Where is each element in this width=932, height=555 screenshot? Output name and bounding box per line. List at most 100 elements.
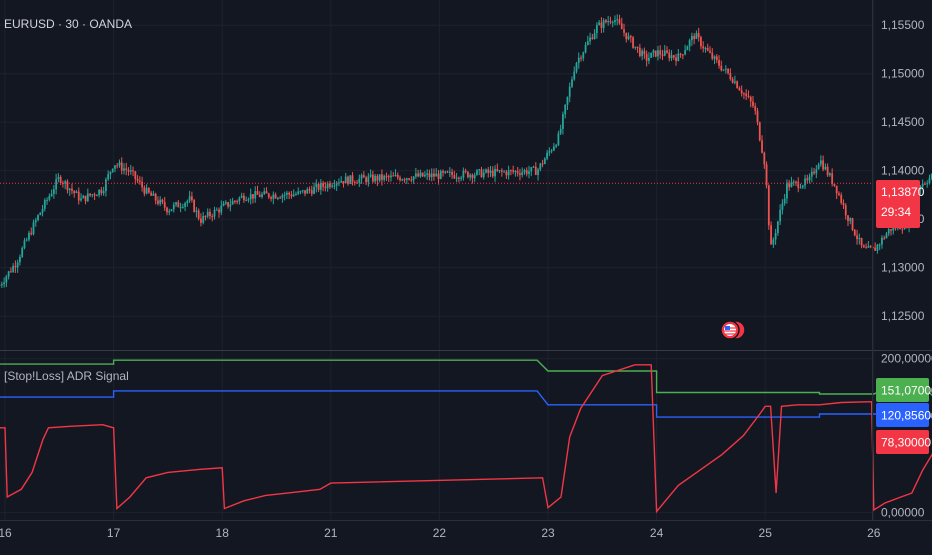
candle-body	[508, 170, 510, 175]
candle-body	[96, 195, 98, 196]
candle-body	[37, 215, 39, 220]
candle-body	[153, 194, 155, 196]
candle-body	[465, 171, 467, 172]
candle-body	[641, 51, 643, 56]
candle-body	[404, 179, 406, 180]
candle-body	[711, 53, 713, 59]
red-series-last-value-label: 78,30000	[876, 430, 931, 454]
candle-body	[281, 195, 283, 198]
candle-body	[340, 181, 342, 182]
candle-body	[843, 203, 845, 205]
candle-body	[727, 69, 729, 73]
candle-body	[496, 169, 498, 171]
candle-body	[845, 205, 847, 215]
candle-body	[191, 196, 193, 200]
candle-body	[619, 19, 621, 23]
candle-body	[542, 163, 544, 164]
candle-body	[200, 219, 202, 223]
candle-body	[53, 189, 55, 193]
candle-body	[763, 153, 765, 165]
candle-body	[501, 170, 503, 171]
candle-body	[757, 111, 759, 123]
candle-body	[114, 165, 116, 168]
candle-body	[585, 45, 587, 52]
candle-body	[28, 233, 30, 240]
candle-body	[673, 55, 675, 57]
candle-body	[625, 33, 627, 39]
candle-body	[589, 38, 591, 42]
candle-body	[709, 51, 711, 53]
time-label: 22	[433, 526, 447, 540]
candle-body	[386, 176, 388, 177]
time-label: 26	[867, 526, 881, 540]
indicator-tick-label: 200,00000	[881, 352, 932, 366]
candle-body	[57, 177, 59, 179]
candle-body	[698, 33, 700, 37]
candle-body	[146, 188, 148, 194]
candle-body	[494, 169, 496, 176]
candle-body	[734, 81, 736, 82]
candle-body	[512, 170, 514, 172]
candle-body	[8, 271, 10, 276]
time-label: 21	[324, 526, 338, 540]
candle-body	[677, 54, 679, 61]
candle-body	[374, 176, 376, 182]
candle-body	[587, 41, 589, 45]
candle-body	[562, 114, 564, 129]
candle-body	[162, 200, 164, 202]
indicator-tick-label: 0,00000	[881, 505, 925, 519]
candle-body	[320, 183, 322, 190]
candle-body	[309, 189, 311, 190]
price-scale[interactable]: 1,125001,130001,135001,140001,145001,150…	[881, 18, 925, 323]
candle-body	[662, 54, 664, 55]
candle-body	[379, 174, 381, 180]
last-price-badge[interactable]: 1,13870 29:34	[876, 180, 925, 228]
candle-body	[766, 164, 768, 185]
candle-body	[250, 194, 252, 199]
candle-body	[125, 168, 127, 170]
candle-body	[739, 88, 741, 90]
candle-body	[198, 211, 200, 219]
candle-body	[544, 159, 546, 164]
candle-body	[510, 170, 512, 171]
candle-body	[901, 229, 903, 230]
candle-body	[725, 69, 727, 70]
candle-body	[76, 192, 78, 193]
candle-body	[852, 218, 854, 230]
candle-body	[33, 222, 35, 234]
candle-body	[30, 233, 32, 234]
symbol-title[interactable]: EURUSD · 30 · OANDA	[4, 17, 132, 31]
us-flag-event-icon[interactable]	[721, 321, 745, 339]
candle-body	[693, 36, 695, 39]
price-tick-label: 1,12500	[881, 309, 925, 323]
candle-body	[863, 245, 865, 247]
candle-body	[263, 191, 265, 194]
candle-body	[675, 57, 677, 61]
candle-body	[815, 169, 817, 173]
candle-body	[329, 183, 331, 186]
candle-body	[383, 176, 385, 180]
grid-lines	[0, 0, 874, 520]
candle-body	[55, 179, 57, 189]
candle-body	[696, 33, 698, 39]
candle-body	[406, 178, 408, 180]
candle-body	[429, 173, 431, 177]
candle-body	[275, 195, 277, 199]
candle-body	[223, 204, 225, 206]
candle-body	[505, 172, 507, 176]
adr-indicator-lines	[0, 360, 932, 511]
candle-body	[533, 167, 535, 168]
price-tick-label: 1,15500	[881, 18, 925, 32]
candle-body	[381, 174, 383, 179]
indicator-title[interactable]: [Stop!Loss] ADR Signal	[4, 369, 129, 383]
candle-body	[51, 194, 53, 196]
candle-body	[399, 178, 401, 181]
candle-body	[646, 54, 648, 61]
candle-body	[487, 169, 489, 172]
candle-body	[490, 171, 492, 173]
candle-body	[116, 165, 118, 166]
candle-body	[245, 200, 247, 201]
